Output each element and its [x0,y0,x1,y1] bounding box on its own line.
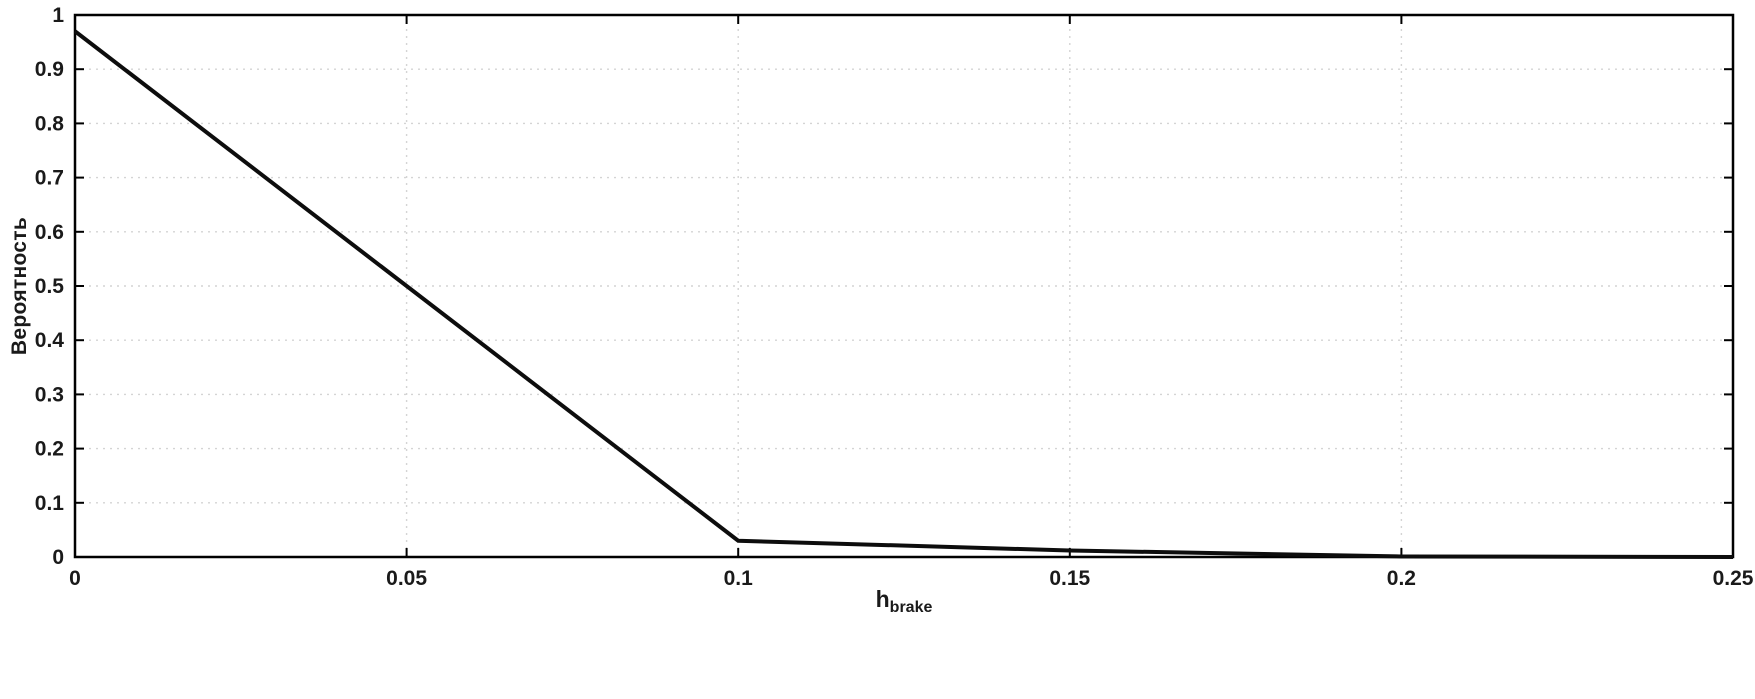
x-tick-label: 0.25 [1713,567,1754,590]
y-tick-label: 0.8 [35,112,65,135]
y-tick-label: 0.1 [35,492,65,515]
x-axis-label-subscript: brake [889,599,933,616]
x-tick-label: 0.1 [724,567,754,590]
y-tick-label: 0.9 [35,58,64,81]
y-tick-label: 0.2 [35,438,64,461]
y-tick-label: 0.6 [35,221,64,244]
x-axis-label-base: h [875,586,890,612]
y-tick-label: 0.3 [35,383,64,406]
x-tick-label: 0.05 [386,567,427,590]
x-tick-label: 0.2 [1387,567,1416,590]
y-tick-label: 0.4 [35,329,65,352]
x-tick-label: 0 [69,567,81,590]
y-tick-label: 0.7 [35,167,64,190]
y-tick-label: 1 [52,4,64,27]
x-tick-label: 0.15 [1049,567,1090,590]
y-tick-label: 0 [52,546,64,569]
y-tick-label: 0.5 [35,275,65,298]
axes-box [73,13,1735,559]
y-axis-label: Вероятность [8,216,31,356]
x-axis-label: hbrake [876,586,933,617]
series-line-probability [73,29,1734,559]
